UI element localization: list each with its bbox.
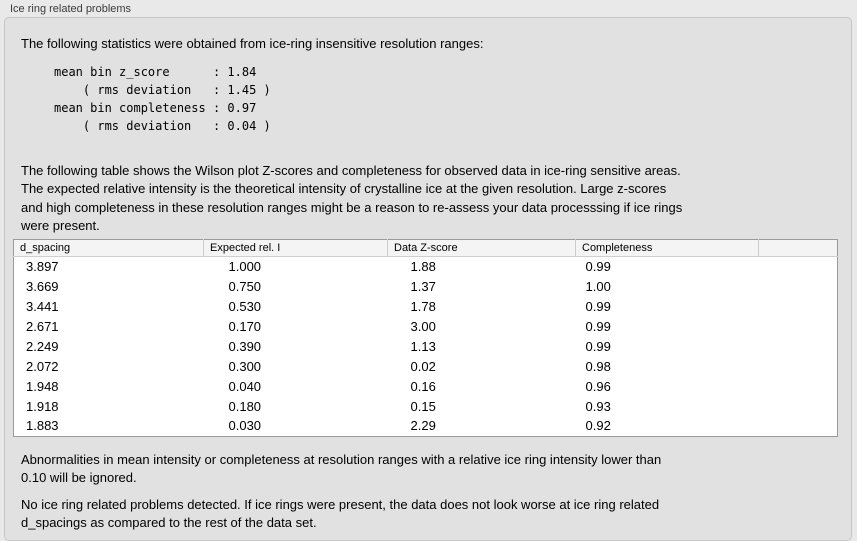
cell-data-z-score: 1.78	[410, 298, 436, 314]
cell-completeness: 0.92	[585, 418, 611, 434]
cell-completeness: 0.99	[585, 258, 611, 274]
column-header-d-spacing[interactable]: d_spacing	[13, 239, 204, 257]
cell-d-spacing: 2.671	[26, 318, 59, 334]
cell-d-spacing: 3.441	[26, 298, 59, 314]
cell-d-spacing: 2.072	[26, 358, 59, 374]
cell-d-spacing: 3.897	[26, 258, 59, 274]
cell-completeness: 0.99	[585, 298, 611, 314]
cell-completeness: 0.99	[585, 318, 611, 334]
column-header-completeness[interactable]: Completeness	[575, 239, 759, 257]
cell-data-z-score: 2.29	[410, 418, 436, 434]
table-row[interactable]: 3.897 1.000 1.88 0.99	[14, 256, 838, 276]
column-header-expected-rel-i[interactable]: Expected rel. I	[203, 239, 388, 257]
cell-expected-rel-i: 0.030	[228, 418, 262, 434]
cell-data-z-score: 0.15	[410, 398, 436, 414]
cell-d-spacing: 1.883	[26, 418, 59, 434]
cell-completeness: 0.98	[585, 358, 611, 374]
cell-expected-rel-i: 0.390	[228, 338, 262, 354]
cell-filler	[759, 296, 838, 316]
column-header-filler	[758, 239, 838, 257]
table-header-row: d_spacing Expected rel. I Data Z-score Comp…	[13, 239, 838, 257]
cell-filler	[759, 256, 838, 276]
cell-data-z-score: 0.16	[410, 378, 436, 394]
ice-ring-group-box: The following statistics were obtained f…	[4, 17, 852, 541]
cell-expected-rel-i: 0.300	[228, 358, 262, 374]
cell-data-z-score: 1.88	[410, 258, 436, 274]
cell-d-spacing: 1.948	[26, 378, 59, 394]
cell-expected-rel-i: 0.170	[228, 318, 262, 334]
table-row[interactable]: 1.948 0.040 0.16 0.96	[14, 376, 838, 396]
cell-expected-rel-i: 0.180	[228, 398, 262, 414]
cell-expected-rel-i: 0.530	[228, 298, 262, 314]
cell-filler	[759, 276, 838, 296]
table-description: The following table shows the Wilson plo…	[21, 162, 683, 234]
cell-expected-rel-i: 0.750	[228, 278, 262, 294]
cell-filler	[759, 316, 838, 336]
cell-expected-rel-i: 0.040	[228, 378, 262, 394]
table-row[interactable]: 2.671 0.170 3.00 0.99	[14, 316, 838, 336]
panel-title: Ice ring related problems	[10, 3, 132, 15]
table-row[interactable]: 1.883 0.030 2.29 0.92	[14, 416, 838, 436]
conclusion-text: No ice ring related problems detected. I…	[21, 496, 660, 531]
ice-ring-table: d_spacing Expected rel. I Data Z-score Comp…	[13, 238, 838, 437]
cell-d-spacing: 1.918	[26, 398, 59, 414]
table-row[interactable]: 2.249 0.390 1.13 0.99	[14, 336, 838, 356]
cell-completeness: 1.00	[585, 278, 611, 294]
cell-completeness: 0.99	[585, 338, 611, 354]
cell-filler	[759, 336, 838, 356]
cell-data-z-score: 1.37	[410, 278, 436, 294]
cell-data-z-score: 0.02	[410, 358, 436, 374]
cell-data-z-score: 1.13	[410, 338, 436, 354]
cell-filler	[759, 396, 838, 416]
table-row[interactable]: 3.441 0.530 1.78 0.99	[14, 296, 838, 316]
table-row[interactable]: 2.072 0.300 0.02 0.98	[14, 356, 838, 376]
cell-d-spacing: 2.249	[26, 338, 59, 354]
stats-block: mean bin z_score : 1.84 ( rms deviation …	[54, 64, 271, 133]
cell-expected-rel-i: 1.000	[228, 258, 262, 274]
cell-d-spacing: 3.669	[26, 278, 59, 294]
column-header-data-z-score[interactable]: Data Z-score	[387, 239, 576, 257]
ignore-note: Abnormalities in mean intensity or compl…	[21, 451, 662, 486]
cell-filler	[759, 376, 838, 396]
intro-text: The following statistics were obtained f…	[21, 36, 484, 51]
table-row[interactable]: 3.669 0.750 1.37 1.00	[14, 276, 838, 296]
cell-completeness: 0.96	[585, 378, 611, 394]
cell-filler	[759, 356, 838, 376]
cell-completeness: 0.93	[585, 398, 611, 414]
cell-filler	[759, 416, 838, 436]
table-row[interactable]: 1.918 0.180 0.15 0.93	[14, 396, 838, 416]
cell-data-z-score: 3.00	[410, 318, 436, 334]
